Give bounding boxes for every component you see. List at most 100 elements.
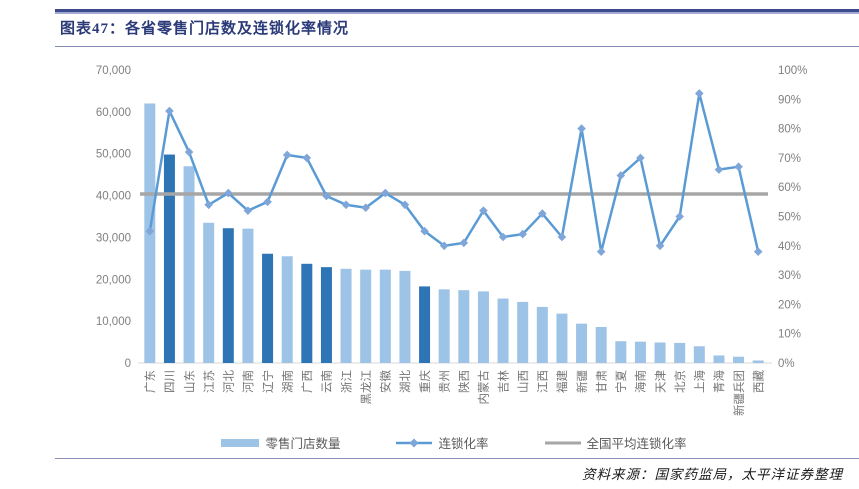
- category-label-湖南: 湖南: [280, 370, 294, 393]
- category-label-新疆: 新疆: [575, 370, 589, 393]
- marker-北京: [675, 212, 684, 221]
- marker-广西: [302, 153, 312, 163]
- legend-item-national-average: 全国平均连锁化率: [544, 433, 687, 452]
- marker-西藏: [753, 247, 763, 256]
- category-label-四川: 四川: [164, 370, 177, 393]
- marker-陕西: [459, 238, 469, 248]
- category-label-上海: 上海: [693, 370, 707, 393]
- category-label-重庆: 重庆: [418, 370, 432, 393]
- category-label-广西: 广西: [301, 370, 314, 393]
- chain-rate-line: [148, 92, 760, 253]
- chain-rate-markers: [145, 89, 763, 256]
- category-label-江苏: 江苏: [203, 370, 216, 393]
- category-label-内蒙古: 内蒙古: [477, 370, 491, 405]
- category-label-云南: 云南: [320, 370, 334, 393]
- bar-山西: [517, 301, 529, 363]
- marker-浙江: [341, 200, 351, 210]
- category-label-天津: 天津: [654, 370, 667, 393]
- bar-四川: [163, 154, 175, 363]
- category-label-湖北: 湖北: [398, 370, 412, 393]
- right-axis-tick: 30%: [778, 270, 801, 282]
- marker-内蒙古: [479, 206, 488, 215]
- category-label-广东: 广东: [144, 370, 157, 393]
- right-axis-tick: 80%: [778, 124, 801, 136]
- bar-西藏: [752, 360, 764, 363]
- bar-海南: [634, 341, 646, 363]
- right-axis-tick: 50%: [778, 212, 801, 224]
- category-label-北京: 北京: [673, 370, 687, 393]
- avg-line-swatch: [544, 441, 581, 444]
- marker-宁夏: [616, 171, 626, 180]
- marker-青海: [714, 165, 724, 174]
- legend-label-stores: 零售门店数量: [265, 437, 341, 451]
- category-label-安徽: 安徽: [379, 370, 393, 393]
- bar-贵州: [438, 289, 450, 363]
- bar-天津: [654, 342, 666, 363]
- category-label-吉林: 吉林: [496, 370, 510, 393]
- left-axis-tick: 10,000: [96, 316, 131, 328]
- bar-湖北: [399, 270, 411, 363]
- right-axis-tick: 60%: [778, 182, 801, 194]
- top-rule: [55, 9, 859, 14]
- right-axis-tick: 0%: [778, 358, 795, 370]
- category-label-新疆兵团: 新疆兵团: [732, 370, 746, 416]
- marker-湖南: [282, 150, 292, 160]
- marker-河北: [224, 188, 233, 198]
- right-axis: 0% 10% 20% 30% 40% 50% 60% 70% 80% 90% 100%: [778, 65, 807, 370]
- bar-云南: [320, 267, 332, 363]
- bar-宁夏: [615, 341, 627, 363]
- marker-安徽: [381, 188, 390, 198]
- right-axis-tick: 20%: [778, 299, 801, 311]
- bar-山东: [183, 166, 195, 363]
- marker-江苏: [204, 200, 213, 210]
- category-label-黑龙江: 黑龙江: [360, 370, 373, 405]
- chart-legend: 零售门店数量 连锁化率 全国平均连锁化率: [140, 433, 768, 452]
- footer-rule: [55, 458, 859, 459]
- marker-湖北: [400, 200, 410, 210]
- category-label-宁夏: 宁夏: [614, 370, 628, 393]
- legend-label-national-average: 全国平均连锁化率: [586, 437, 687, 451]
- bar-陕西: [458, 290, 470, 363]
- bar-安徽: [379, 269, 391, 363]
- marker-甘肃: [596, 247, 606, 256]
- category-label-贵州: 贵州: [438, 370, 451, 393]
- bar-黑龙江: [360, 269, 372, 363]
- bar-内蒙古: [477, 291, 489, 363]
- marker-山东: [184, 147, 194, 157]
- bar-江苏: [203, 222, 215, 363]
- category-label-浙江: 浙江: [340, 370, 353, 393]
- left-axis-tick: 20,000: [96, 274, 131, 286]
- bar-series: [144, 103, 764, 363]
- category-label-青海: 青海: [712, 370, 726, 393]
- left-axis-tick: 70,000: [96, 65, 131, 77]
- bar-河南: [242, 228, 254, 363]
- title-underline: [55, 46, 859, 47]
- bar-上海: [693, 346, 705, 363]
- marker-新疆: [577, 124, 586, 133]
- bar-新疆: [576, 323, 588, 363]
- left-axis-tick: 0: [125, 358, 131, 370]
- bar-河北: [222, 228, 234, 363]
- category-label-西藏: 西藏: [752, 370, 765, 393]
- marker-黑龙江: [361, 203, 370, 213]
- bar-重庆: [419, 286, 431, 363]
- category-label-甘肃: 甘肃: [595, 370, 608, 393]
- legend-item-stores: 零售门店数量: [221, 433, 340, 452]
- right-axis-tick: 10%: [778, 329, 801, 341]
- left-axis-tick: 60,000: [96, 107, 131, 119]
- figure-title: 图表47：各省零售门店数及连锁化率情况: [60, 21, 350, 37]
- marker-福建: [557, 232, 567, 242]
- bar-青海: [713, 355, 725, 363]
- marker-贵州: [439, 241, 449, 251]
- category-label-河北: 河北: [223, 370, 236, 393]
- bar-江西: [536, 306, 548, 363]
- marker-云南: [322, 191, 331, 201]
- left-axis-tick: 40,000: [96, 191, 131, 203]
- category-label-山西: 山西: [517, 370, 530, 393]
- category-label-辽宁: 辽宁: [261, 370, 275, 393]
- marker-天津: [655, 241, 665, 251]
- legend-item-chain-rate: 连锁化率: [396, 433, 489, 452]
- source-note: 资料来源：国家药监局，太平洋证券整理: [582, 467, 843, 482]
- category-label-海南: 海南: [634, 370, 648, 393]
